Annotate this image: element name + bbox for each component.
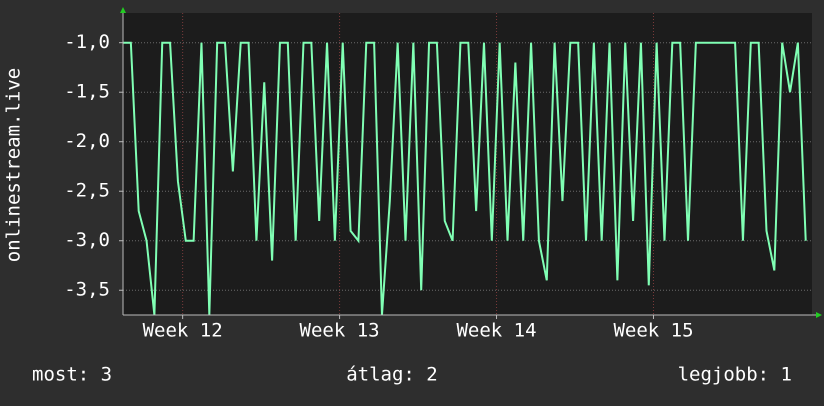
legend-item: átlag: 2 xyxy=(346,364,438,386)
legend-item: most: 3 xyxy=(32,364,112,386)
x-tick-label: Week 12 xyxy=(143,320,223,342)
y-tick-label: -1,0 xyxy=(64,31,110,53)
x-tick-label: Week 14 xyxy=(456,320,536,342)
legend-item: legjobb: 1 xyxy=(678,364,792,386)
y-tick-label: -3,0 xyxy=(64,229,110,251)
x-tick-label: Week 15 xyxy=(613,320,693,342)
data-line xyxy=(123,41,807,316)
plot xyxy=(123,41,807,316)
plot-area xyxy=(123,13,812,315)
y-tick-label: -1,5 xyxy=(64,81,110,103)
y-axis-arrow xyxy=(120,7,126,13)
x-axis-arrow xyxy=(816,312,822,318)
y-tick-label: -3,5 xyxy=(64,279,110,301)
x-tick-label: Week 13 xyxy=(300,320,380,342)
y-tick-label: -2,0 xyxy=(64,130,110,152)
y-axis-label: onlinestream.live xyxy=(3,68,25,262)
y-tick-label: -2,5 xyxy=(64,180,110,202)
